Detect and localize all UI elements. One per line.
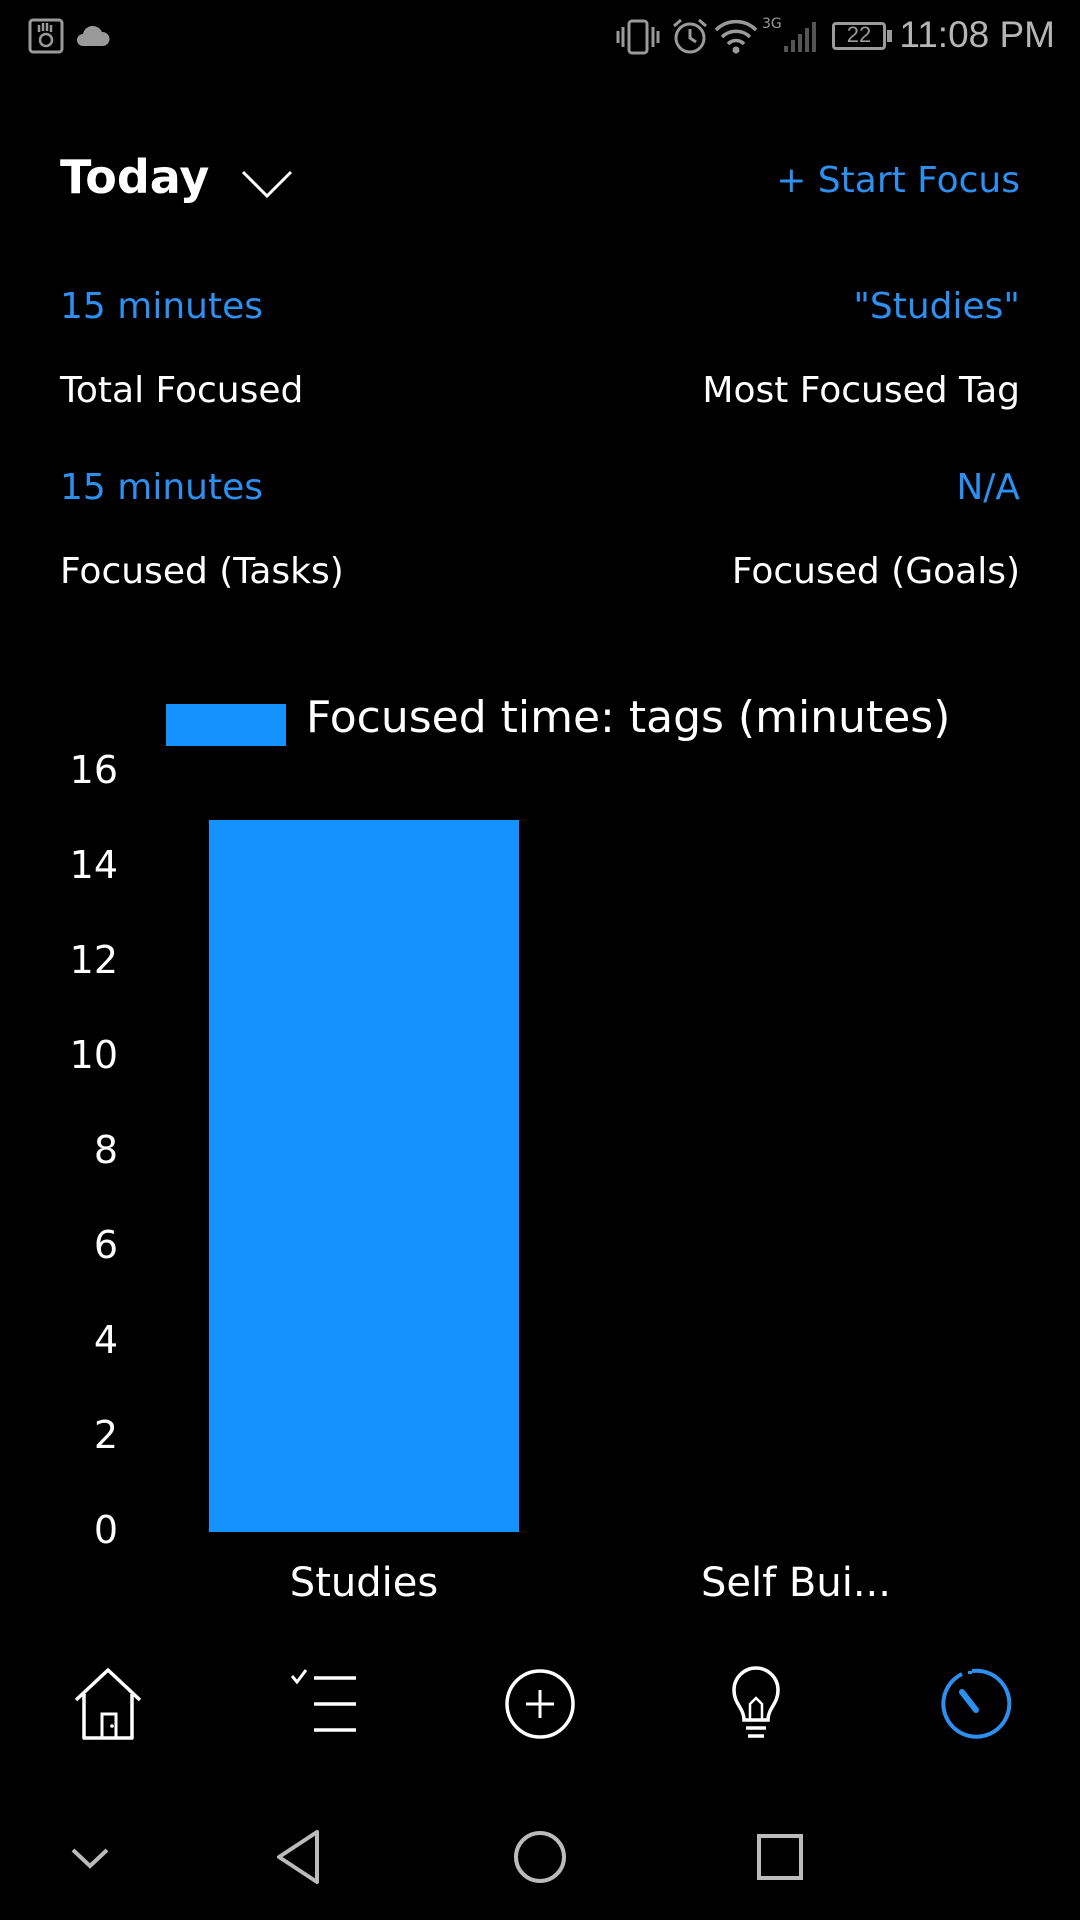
focused-tasks-label: Focused (Tasks) [60,551,344,592]
signal-icon [784,22,816,52]
y-tick-label: 4 [93,1318,118,1362]
home-circle-icon[interactable] [505,1822,575,1892]
y-tick-label: 14 [69,843,118,887]
add-circle-icon[interactable] [500,1664,580,1744]
most-focused-tag-label: Most Focused Tag [702,370,1020,411]
focus-chart: 0 2 4 6 8 10 12 14 16 Studies Self Bui... [0,680,1080,1620]
chevron-down-icon[interactable] [240,168,294,200]
y-tick-label: 6 [93,1223,118,1267]
y-tick-label: 0 [93,1508,118,1552]
focus-timer-icon[interactable] [932,1664,1012,1744]
cloud-icon [77,25,110,46]
home-icon[interactable] [68,1664,148,1744]
notification-hand-icon [28,18,64,54]
collapse-icon[interactable] [55,1822,125,1892]
battery-tip [887,30,892,42]
focused-tasks-value: 15 minutes [60,467,263,508]
legend-label: Focused time: tags (minutes) [306,692,951,743]
x-tick-label: Self Bui... [701,1560,891,1606]
alarm-icon [673,18,707,54]
back-icon[interactable] [265,1822,335,1892]
y-tick-label: 2 [93,1413,118,1457]
battery-level: 22 [846,22,872,47]
y-tick-label: 8 [93,1128,118,1172]
x-tick-label: Studies [289,1560,439,1606]
focused-goals-label: Focused (Goals) [731,551,1020,592]
y-tick-label: 12 [69,938,118,982]
y-tick-label: 16 [69,748,118,792]
vibrate-icon [616,19,660,55]
status-bar: 3G 22 11:08 PM [0,0,1080,72]
page-title[interactable]: Today [60,150,210,204]
start-focus-button[interactable]: + Start Focus [776,160,1020,201]
most-focused-tag-value: "Studies" [853,286,1020,327]
legend-swatch [166,704,286,746]
recents-icon[interactable] [745,1822,815,1892]
lightbulb-icon[interactable] [716,1664,796,1744]
chart-bar [209,819,519,1532]
focused-goals-value: N/A [956,467,1020,508]
status-time: 11:08 PM [899,14,1055,55]
total-focused-label: Total Focused [60,370,304,411]
network-type-label: 3G [762,16,782,32]
battery-icon: 22 [832,22,886,50]
task-list-icon[interactable] [284,1664,364,1744]
y-tick-label: 10 [69,1033,118,1077]
total-focused-value: 15 minutes [60,286,263,327]
wifi-icon [714,19,758,54]
